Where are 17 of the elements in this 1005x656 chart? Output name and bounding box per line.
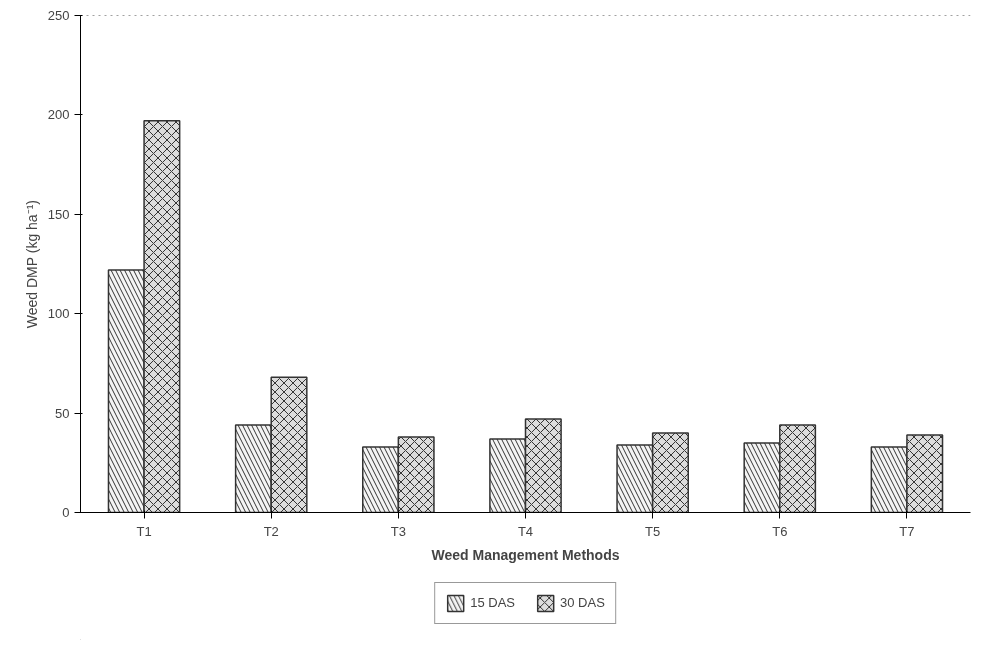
y-tick-label: 50 [55, 405, 70, 421]
y-tick-label: 150 [47, 206, 70, 222]
x-axis-title: Weed Management Methods [431, 546, 620, 563]
x-tick-label: T6 [772, 523, 788, 539]
legend-label: 15 DAS [470, 595, 515, 610]
y-tick-label: 200 [47, 107, 70, 123]
legend-label: 30 DAS [560, 595, 605, 610]
y-tick-label: 100 [47, 306, 70, 322]
x-tick-label: T5 [645, 523, 661, 539]
x-tick-label: T1 [136, 523, 152, 539]
x-tick-label: T4 [517, 523, 534, 539]
x-tick-label: T2 [263, 523, 279, 539]
y-axis-title: Weed DMP (kg ha⁻¹) [23, 200, 40, 329]
x-tick-label: T3 [390, 523, 406, 539]
y-tick-label: 0 [62, 505, 70, 520]
x-tick-label: T7 [899, 523, 915, 539]
y-tick-label: 250 [47, 8, 70, 23]
